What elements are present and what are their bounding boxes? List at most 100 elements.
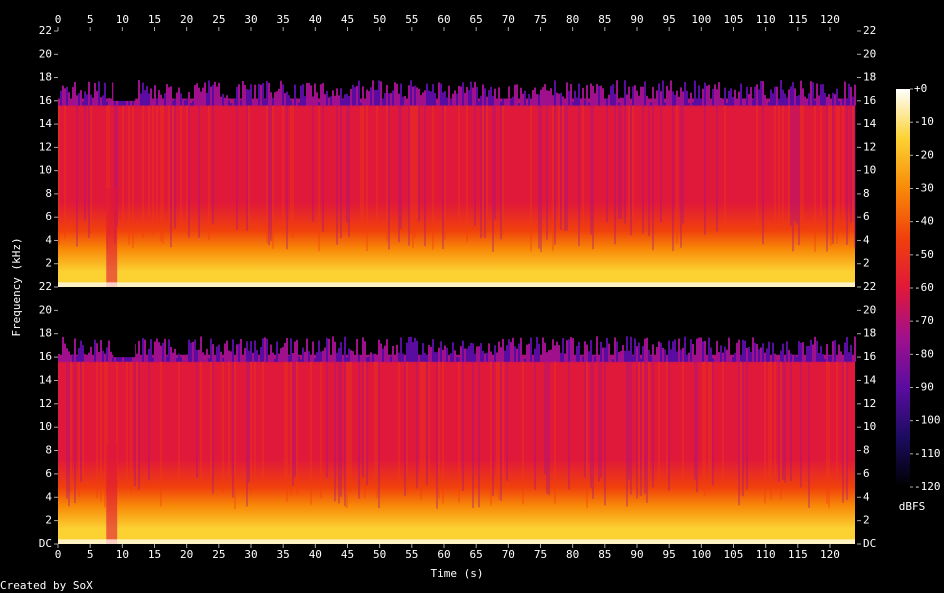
spectrogram-fringe [660,91,662,106]
spectrogram-fringe [346,357,348,362]
spectrogram-stripe [426,361,428,485]
spectrogram-fringe [654,101,656,106]
spectrogram-fringe [424,352,426,362]
y-tick-label: 12 [863,397,876,410]
spectrogram-fringe [192,341,194,362]
spectrogram-fringe [852,359,854,362]
colorbar-tick-label: -110 [914,447,941,460]
y-tick-label: 18 [39,71,52,84]
y-tick-label: 14 [863,373,877,386]
spectrogram-fringe [64,343,66,362]
spectrogram-fringe [200,336,202,362]
spectrogram-fringe [670,80,672,106]
spectrogram-stripe [486,105,488,219]
y-tick-label: 12 [863,140,876,153]
spectrogram-fringe [640,86,642,106]
spectrogram-fringe [460,346,462,362]
spectrogram-stripe [592,105,594,250]
spectrogram-fringe [666,85,668,106]
spectrogram-stripe [292,105,294,239]
spectrogram-fringe [238,84,240,106]
spectrogram-fringe [736,342,738,362]
spectrogram-fringe [728,337,730,362]
spectrogram-fringe [680,87,682,106]
spectrogram-fringe [816,83,818,106]
colorbar-tick-label: -40 [914,215,934,228]
spectrogram-fringe [740,83,742,106]
spectrogram-fringe [258,83,260,106]
spectrogram-fringe [466,87,468,106]
spectrogram-fringe [544,84,546,106]
colorbar-tick-label: -100 [914,414,941,427]
spectrogram-fringe [488,90,490,106]
spectrogram-fringe [566,82,568,106]
spectrogram-fringe [714,358,716,362]
spectrogram-fringe [688,103,690,106]
spectrogram-fringe [684,336,686,362]
spectrogram-fringe [716,89,718,106]
spectrogram-fringe [552,95,554,106]
spectrogram-stripe [496,361,498,489]
spectrogram-stripe [546,105,548,240]
spectrogram-fringe [850,344,852,362]
spectrogram-fringe [228,100,230,106]
spectrogram-fringe [170,86,172,106]
spectrogram-fringe [770,358,772,362]
x-tick-label: 100 [691,548,711,561]
spectrogram-fringe [562,337,564,362]
spectrogram-stripe [800,105,802,231]
x-tick-label: 75 [534,548,547,561]
spectrogram-stripe [846,361,848,500]
spectrogram-stripe [632,105,634,219]
spectrogram-fringe [758,89,760,106]
spectrogram-fringe [462,340,464,362]
spectrogram-stripe [578,105,580,247]
spectrogram-fringe [116,103,118,106]
spectrogram-fringe [618,102,620,106]
spectrogram-fringe [796,356,798,362]
spectrogram-fringe [454,350,456,362]
spectrogram-stripe [348,361,350,493]
spectrogram-fringe [234,99,236,106]
spectrogram-stripe [294,361,296,477]
spectrogram-fringe [510,342,512,362]
colorbar-tick-label: -20 [914,148,934,161]
spectrogram-fringe [408,85,410,106]
spectrogram-stripe [248,361,250,483]
y-tick-label: 12 [39,140,52,153]
spectrogram-fringe [560,352,562,362]
spectrogram-fringe [382,98,384,106]
y-tick-label: 6 [45,210,52,223]
spectrogram-fringe [726,102,728,106]
spectrogram-fringe [258,355,260,362]
spectrogram-stripe [506,361,508,481]
spectrogram-fringe [700,98,702,106]
spectrogram-fringe [492,95,494,106]
spectrogram-fringe [812,82,814,106]
spectrogram-fringe [222,357,224,362]
spectrogram-stripe [388,105,390,250]
spectrogram-fringe [494,345,496,362]
spectrogram-stripe [846,105,848,245]
spectrogram-fringe [162,342,164,362]
spectrogram-fringe [232,339,234,362]
spectrogram-fringe [274,358,276,362]
spectrogram-fringe [92,357,94,362]
x-tick-label: 55 [405,13,418,26]
spectrogram-fringe [578,83,580,106]
spectrogram-stripe [286,361,288,502]
spectrogram-fringe [100,340,102,362]
spectrogram-fringe [252,101,254,106]
colorbar-tick-label: -50 [914,248,934,261]
colorbar-tick-label: -30 [914,182,934,195]
spectrogram-fringe [734,352,736,362]
spectrogram-fringe [566,340,568,362]
spectrogram-stripe [266,105,268,243]
spectrogram-fringe [328,97,330,106]
spectrogram-fringe [162,98,164,106]
spectrogram-fringe [210,86,212,106]
spectrogram-stripe [648,105,650,237]
spectrogram-fringe [244,348,246,362]
spectrogram-stripe [710,361,712,478]
spectrogram-stripe [416,105,418,220]
